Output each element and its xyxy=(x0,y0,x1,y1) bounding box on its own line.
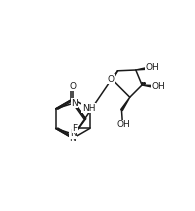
Text: N: N xyxy=(70,129,77,138)
Text: N: N xyxy=(69,134,76,143)
Text: N: N xyxy=(71,99,78,108)
Text: OH: OH xyxy=(116,120,130,129)
Polygon shape xyxy=(136,67,149,70)
Text: OH: OH xyxy=(151,82,165,91)
Text: OH: OH xyxy=(145,63,159,72)
Text: O: O xyxy=(70,81,77,91)
Polygon shape xyxy=(142,85,154,88)
Polygon shape xyxy=(121,97,130,111)
Text: NH: NH xyxy=(82,104,95,113)
Text: F: F xyxy=(72,124,77,133)
Text: O: O xyxy=(108,75,114,84)
